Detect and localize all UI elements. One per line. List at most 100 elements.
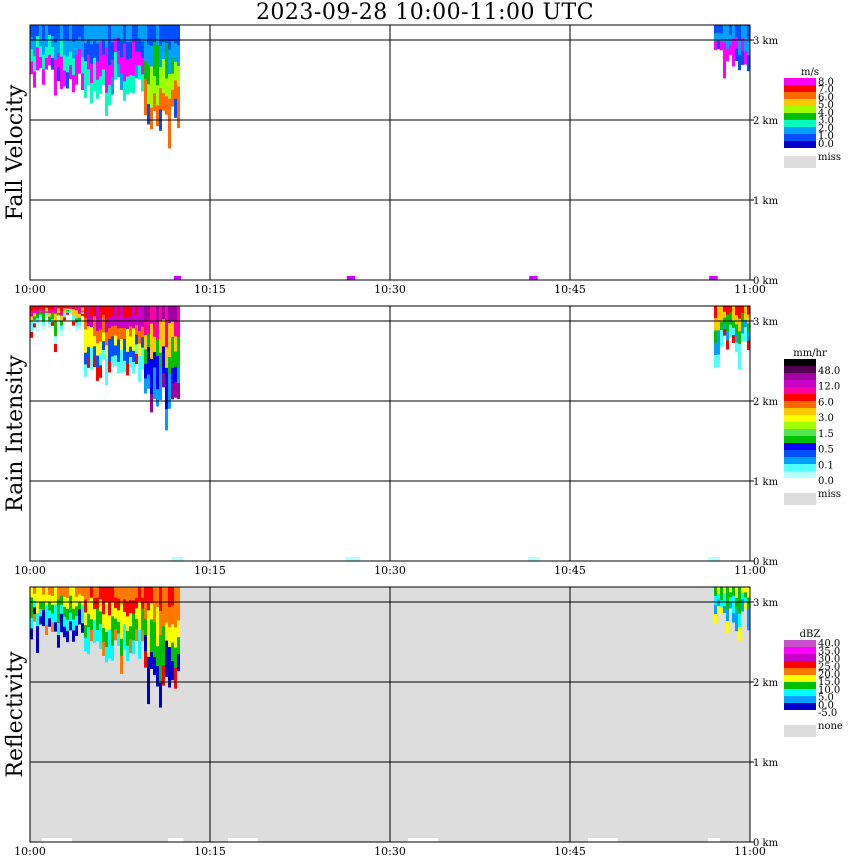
echo-cell: [168, 123, 171, 149]
echo-cell: [105, 371, 108, 386]
echo-cell: [717, 25, 720, 34]
echo-cell: [126, 587, 129, 603]
echo-cell: [105, 332, 108, 346]
echo-cell: [117, 37, 120, 52]
x-tick-label: 10:15: [194, 845, 226, 858]
echo-cell: [36, 58, 39, 71]
echo-cell: [30, 311, 33, 317]
echo-cell: [135, 306, 138, 317]
echo-cell: [171, 25, 174, 42]
echo-cell: [129, 626, 132, 640]
echo-cell: [36, 326, 39, 331]
colorbar-swatch: [784, 92, 816, 99]
colorbar-unit: dBZ: [800, 629, 821, 640]
colorbar-swatch: [784, 366, 816, 373]
panel-title: Reflectivity: [3, 651, 28, 778]
echo-cell: [144, 78, 147, 98]
echo-cell: [51, 309, 54, 313]
echo-cell: [144, 60, 147, 80]
echo-cell: [63, 306, 66, 309]
panel-reflectivity: 10:00 10:15 10:30 10:45 11:000 km 1 km 2 km 3 k…: [3, 586, 843, 858]
echo-cell: [51, 622, 54, 632]
echo-cell: [108, 84, 111, 106]
echo-cell: [123, 81, 126, 101]
colorbar-unit: m/s: [801, 67, 819, 78]
echo-cell: [60, 310, 63, 317]
echo-cell: [138, 368, 141, 382]
echo-cell: [51, 36, 54, 48]
echo-cell: [129, 25, 132, 43]
echo-cell: [111, 76, 114, 95]
echo-cell: [81, 306, 84, 309]
echo-cell: [141, 619, 144, 631]
echo-cell: [108, 44, 111, 66]
echo-cell: [54, 604, 57, 614]
echo-cell: [174, 321, 177, 337]
echo-cell: [48, 610, 51, 619]
echo-cell: [162, 319, 165, 334]
echo-cell: [111, 616, 114, 632]
echo-cell: [39, 316, 42, 320]
colorbar-label: 30.0: [818, 654, 840, 665]
echo-cell: [144, 363, 147, 379]
echo-cell: [66, 312, 69, 315]
echo-cell: [129, 613, 132, 627]
echo-cell: [51, 587, 54, 597]
echo-cell: [69, 306, 72, 308]
echo-cell: [126, 59, 129, 78]
echo-cell: [153, 352, 156, 369]
colorbar: mm/hr 48.0 12.0 6.0 3.0 1.5 0.5 0.1 0.0 miss: [784, 348, 841, 505]
echo-cell: [57, 66, 60, 82]
echo-cell: [726, 587, 729, 599]
echo-cell: [171, 661, 174, 681]
echo-cell: [741, 593, 744, 600]
echo-cell: [120, 339, 123, 351]
echo-cell: [165, 42, 168, 62]
echo-cell: [741, 312, 744, 321]
echo-cell: [738, 343, 741, 358]
echo-cell: [132, 317, 135, 329]
echo-cell: [717, 354, 720, 368]
echo-cell: [744, 334, 747, 342]
echo-cell: [168, 323, 171, 341]
echo-cell: [729, 318, 732, 326]
colorbar-label: 3.0: [818, 413, 834, 424]
colorbar-swatch: [784, 120, 816, 127]
echo-cell: [60, 320, 63, 327]
echo-cell: [66, 311, 69, 314]
echo-cell: [150, 25, 153, 47]
echo-cell: [111, 42, 114, 61]
echo-cell: [114, 608, 117, 620]
echo-cell: [84, 329, 87, 342]
echo-cell: [729, 592, 732, 598]
surface-echo-mark: [346, 276, 356, 280]
echo-cell: [84, 306, 87, 319]
echo-cell: [162, 332, 165, 347]
echo-cell: [726, 306, 729, 316]
echo-cell: [129, 600, 132, 614]
echo-cell: [108, 25, 111, 46]
echo-cell: [729, 587, 732, 593]
echo-cell: [39, 25, 42, 37]
echo-cell: [150, 323, 153, 342]
echo-cell: [168, 587, 171, 608]
echo-cell: [153, 93, 156, 111]
echo-cell: [162, 25, 165, 43]
echo-cell: [141, 587, 144, 599]
echo-cell: [42, 324, 45, 329]
echo-cell: [162, 587, 165, 608]
echo-cell: [717, 605, 720, 613]
echo-cell: [141, 25, 144, 43]
y-tick-label: 3 km: [753, 598, 779, 609]
echo-cell: [723, 25, 726, 44]
echo-cell: [66, 630, 69, 643]
x-tick-label: 11:00: [734, 283, 766, 296]
echo-cell: [78, 313, 81, 319]
echo-cell: [138, 615, 141, 631]
echo-cell: [720, 338, 723, 347]
echo-cell: [735, 306, 738, 316]
x-tick-label: 10:15: [194, 283, 226, 296]
echo-cell: [75, 310, 78, 315]
echo-cell: [720, 306, 723, 315]
echo-cell: [42, 317, 45, 322]
